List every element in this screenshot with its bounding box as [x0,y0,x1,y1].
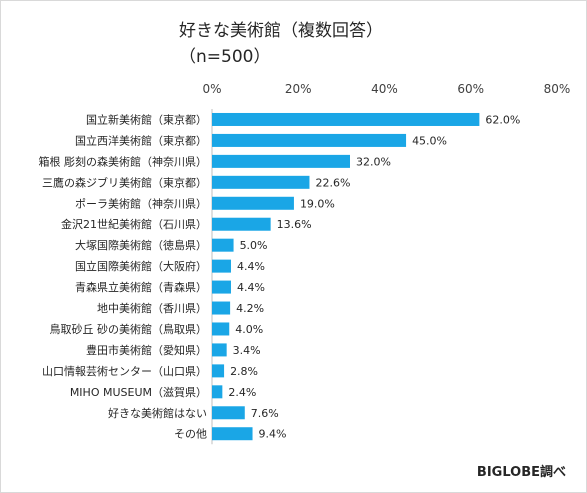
category-label: 国立国際美術館（大阪府） [75,259,207,273]
bar [212,343,227,357]
value-label: 5.0% [240,239,268,252]
x-tick-label: 80% [544,82,571,96]
category-label: 大塚国際美術館（徳島県） [75,238,207,252]
category-label: 国立西洋美術館（東京都） [75,133,207,147]
bar [212,301,231,315]
x-axis-ticks: 0% 20% 40% 60% 80% [202,82,570,96]
bars [212,112,480,441]
value-label: 3.4% [233,344,261,357]
category-label: 三鷹の森ジブリ美術館（東京都） [42,175,207,189]
category-label: 金沢21世紀美術館（石川県） [61,217,207,231]
value-label: 7.6% [251,407,279,420]
bar [212,196,294,210]
chart-subtitle: （n=500） [179,47,271,67]
source-credit: BIGLOBE調べ [476,465,566,480]
category-label: その他 [174,428,207,441]
category-label: 山口情報芸術センター（山口県） [42,365,207,378]
category-label: ポーラ美術館（神奈川県） [75,196,207,210]
value-label: 4.2% [236,302,264,315]
value-label: 45.0% [412,134,447,147]
value-labels: 62.0% 45.0% 32.0% 22.6% 19.0% 13.6% 5.0% 4.4% 4.… [228,113,520,440]
category-label: 青森県立美術館（青森県） [75,280,207,294]
bar [212,112,480,126]
value-label: 62.0% [485,113,520,126]
value-label: 4.4% [237,281,265,294]
value-label: 2.8% [230,365,258,378]
category-label: 地中美術館（香川県） [97,301,207,315]
bar [212,175,310,189]
value-label: 22.6% [315,176,350,189]
bar [212,238,234,252]
bar [212,406,245,420]
x-tick-label: 60% [457,82,484,96]
value-label: 13.6% [277,218,312,231]
category-label: 好きな美術館はない [108,406,207,420]
bar [212,133,407,147]
value-label: 32.0% [356,155,391,168]
chart-title: 好きな美術館（複数回答） [179,21,383,41]
bar [212,154,350,168]
bar [212,322,230,336]
bar [212,259,231,273]
category-labels: 国立新美術館（東京都） 国立西洋美術館（東京都） 箱根 彫刻の森美術館（神奈川県） 三… [39,112,208,440]
value-label: 19.0% [300,197,335,210]
category-label: 箱根 彫刻の森美術館（神奈川県） [39,154,208,168]
bar [212,217,271,231]
bar [212,385,223,399]
category-label: MIHO MUSEUM（滋賀県） [70,386,207,399]
x-tick-label: 20% [285,82,312,96]
value-label: 9.4% [259,428,287,441]
bar [212,364,225,378]
x-tick-label: 0% [202,82,221,96]
value-label: 4.4% [237,260,265,273]
x-tick-label: 40% [371,82,398,96]
value-label: 2.4% [228,386,256,399]
value-label: 4.0% [235,323,263,336]
bar [212,280,231,294]
category-label: 鳥取砂丘 砂の美術館（鳥取県） [50,322,208,336]
category-label: 豊田市美術館（愛知県） [86,343,207,357]
category-label: 国立新美術館（東京都） [86,112,207,126]
bar [212,427,253,441]
